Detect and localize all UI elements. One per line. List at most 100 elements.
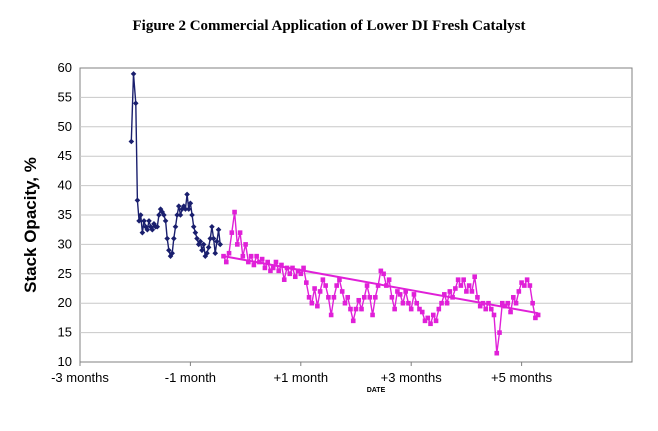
data-point (146, 218, 152, 224)
data-point (185, 206, 192, 212)
data-point (174, 212, 180, 218)
data-point (237, 230, 243, 235)
data-point (403, 289, 408, 294)
data-point (442, 292, 447, 297)
data-point (469, 289, 475, 294)
data-point (356, 297, 362, 303)
data-point (209, 223, 215, 230)
data-point (189, 212, 195, 218)
data-point (315, 303, 320, 309)
data-point (232, 209, 237, 215)
data-point (392, 306, 397, 312)
data-point (301, 265, 306, 271)
data-point (453, 286, 458, 291)
data-point (511, 295, 516, 300)
data-point (502, 303, 508, 309)
y-tick-label: 50 (58, 119, 72, 134)
data-point (130, 71, 137, 77)
data-point (298, 271, 304, 277)
data-point (530, 300, 535, 306)
x-axis-label: DATE (367, 387, 386, 394)
data-point (229, 230, 235, 235)
data-point (444, 300, 450, 306)
data-point (458, 283, 464, 288)
data-point (477, 303, 483, 309)
data-point (192, 229, 199, 236)
data-point (169, 250, 175, 257)
data-point (199, 247, 205, 254)
data-point (472, 274, 477, 280)
figure-title: Figure 2 Commercial Application of Lower… (132, 18, 526, 34)
y-tick-label: 35 (58, 207, 72, 222)
data-point (323, 283, 328, 288)
data-point (166, 247, 172, 254)
x-tick-label: +5 months (491, 370, 553, 385)
data-point (259, 256, 265, 262)
data-point (154, 223, 161, 230)
data-point (262, 265, 268, 271)
data-point (176, 203, 182, 209)
trend-line (223, 255, 539, 315)
data-point (210, 235, 217, 242)
data-point (505, 300, 511, 306)
data-point (417, 306, 422, 312)
data-point (361, 295, 367, 300)
data-point (265, 259, 270, 265)
data-point (141, 218, 147, 224)
y-tick-label: 30 (58, 236, 72, 251)
data-point (397, 292, 403, 297)
data-point (171, 235, 177, 242)
data-point (508, 309, 513, 315)
y-tick-label: 15 (58, 325, 72, 340)
data-point (226, 250, 232, 256)
data-point (522, 283, 527, 288)
data-point (215, 226, 222, 233)
y-tick-label: 20 (58, 295, 72, 310)
data-point (331, 295, 337, 300)
data-point (246, 259, 251, 265)
data-point (304, 280, 309, 285)
y-tick-label: 10 (58, 354, 72, 369)
data-point (287, 271, 293, 277)
data-point (533, 315, 538, 321)
data-point (194, 235, 200, 242)
data-point (273, 259, 279, 265)
data-point (306, 295, 312, 300)
data-point (381, 271, 386, 277)
data-point (167, 253, 174, 259)
data-point (497, 330, 502, 335)
data-point (433, 318, 439, 324)
data-point (439, 300, 444, 306)
y-tick-label: 25 (58, 266, 72, 281)
data-point (519, 280, 524, 285)
data-point (217, 241, 224, 248)
data-point (179, 206, 185, 212)
data-point (279, 262, 284, 268)
data-point (348, 306, 353, 312)
data-point (400, 300, 406, 306)
data-point (151, 221, 157, 227)
data-point (309, 300, 315, 306)
data-point (172, 223, 179, 230)
x-tick-label: +3 months (381, 370, 443, 385)
data-point (190, 223, 197, 230)
data-point (461, 277, 466, 282)
data-point (149, 226, 156, 233)
data-point (254, 253, 259, 259)
data-point (214, 238, 220, 245)
data-point (137, 212, 144, 218)
data-point (312, 286, 317, 291)
data-point (136, 218, 142, 224)
data-point (350, 318, 356, 324)
data-point (353, 306, 359, 312)
data-point (202, 253, 209, 259)
data-point (128, 138, 135, 145)
data-point (455, 277, 461, 282)
data-point (436, 306, 442, 312)
data-point (184, 191, 190, 198)
data-point (205, 244, 212, 251)
data-point (524, 277, 530, 282)
data-point (295, 268, 301, 274)
data-point (248, 253, 254, 259)
data-point (364, 283, 370, 288)
